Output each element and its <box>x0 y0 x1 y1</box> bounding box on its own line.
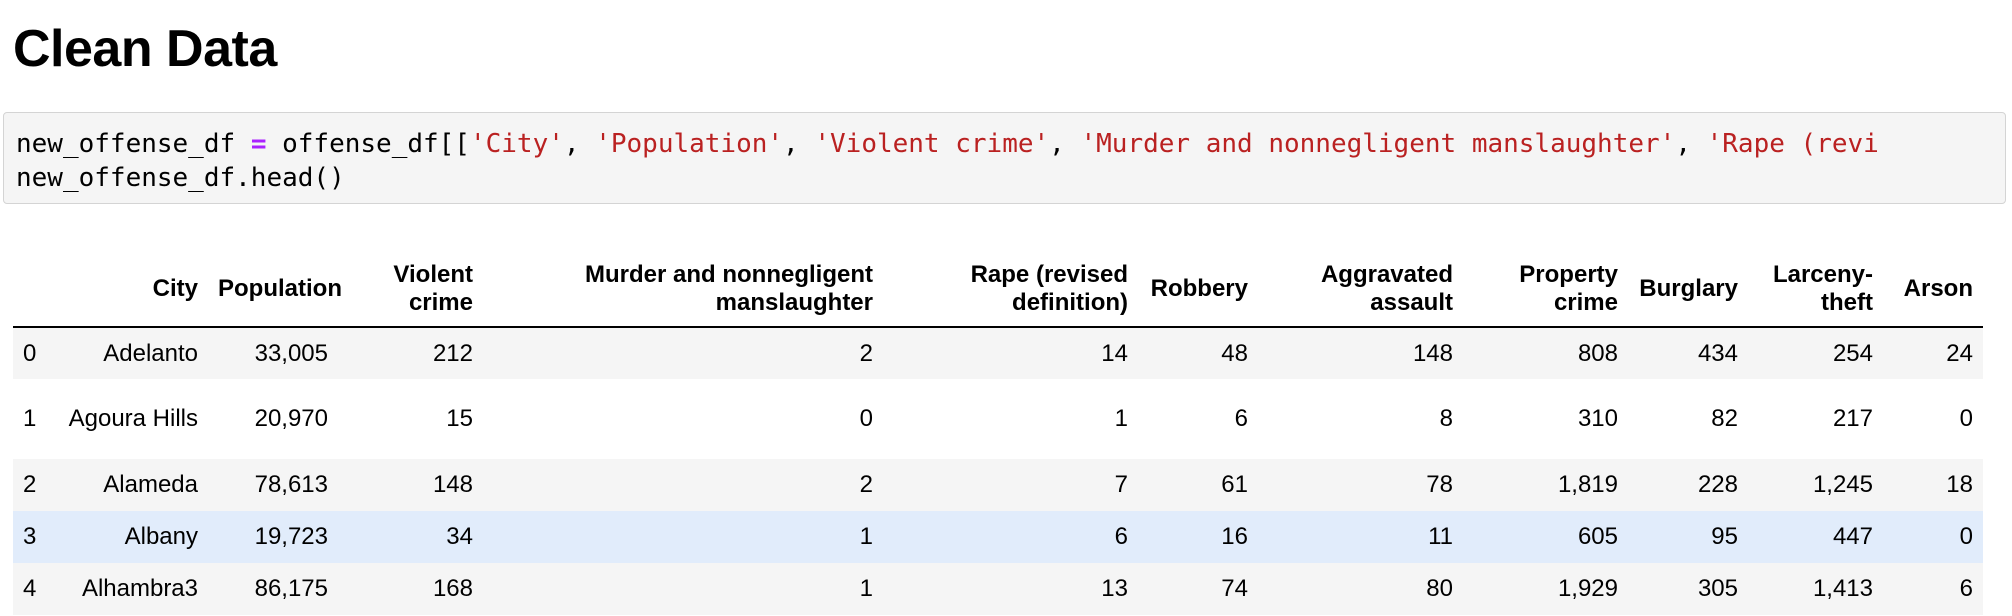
row-index: 4 <box>23 575 37 602</box>
cell-violent-crime: 15 <box>446 405 473 432</box>
code-line-1: new_offense_df = offense_df[['City', 'Po… <box>16 127 1879 161</box>
cell-rape: 1 <box>1114 405 1128 432</box>
cell-murder: 2 <box>859 471 873 498</box>
cell-city: Agoura Hills <box>68 405 198 432</box>
code-open: offense_df[[ <box>266 129 470 159</box>
row-index: 1 <box>23 405 37 432</box>
column-header-arson: Arson <box>1883 252 1983 328</box>
cell-population: 86,175 <box>254 575 328 602</box>
cell-robbery: 74 <box>1221 575 1248 602</box>
cell-murder: 1 <box>859 523 873 550</box>
cell-violent-crime: 148 <box>432 471 473 498</box>
cell-burglary: 305 <box>1697 575 1738 602</box>
dataframe-output: City Population Violent crime Murder and… <box>13 252 1983 615</box>
cell-burglary: 434 <box>1697 339 1738 367</box>
cell-aggravated-assault: 78 <box>1426 471 1453 498</box>
table-row: 3 Albany 19,723 34 1 6 16 11 605 95 447 … <box>13 511 1983 563</box>
column-header-index <box>13 252 53 328</box>
cell-arson: 24 <box>1946 339 1973 367</box>
cell-property-crime: 605 <box>1577 523 1618 550</box>
column-header-aggravated-assault: Aggravated assault <box>1258 252 1463 328</box>
cell-violent-crime: 212 <box>432 339 473 367</box>
cell-larceny-theft: 1,245 <box>1812 471 1873 498</box>
table-row: 2 Alameda 78,613 148 2 7 61 78 1,819 228… <box>13 459 1983 511</box>
cell-rape: 6 <box>1114 523 1128 550</box>
code-line-2: new_offense_df.head() <box>16 163 345 193</box>
cell-larceny-theft: 217 <box>1832 405 1873 432</box>
cell-robbery: 61 <box>1221 471 1248 498</box>
column-header-burglary: Burglary <box>1628 252 1748 328</box>
code-string-rape: 'Rape (revi <box>1706 129 1879 159</box>
code-string-violent-crime: 'Violent crime' <box>814 129 1050 159</box>
cell-arson: 0 <box>1959 405 1973 432</box>
cell-larceny-theft: 447 <box>1832 523 1873 550</box>
cell-robbery: 48 <box>1221 339 1248 367</box>
cell-property-crime: 808 <box>1577 339 1618 367</box>
column-header-murder: Murder and nonnegligent manslaughter <box>483 252 883 328</box>
cell-city: Adelanto <box>103 339 198 367</box>
code-comma: , <box>1675 129 1707 159</box>
column-header-robbery: Robbery <box>1138 252 1258 328</box>
cell-violent-crime: 168 <box>432 575 473 602</box>
cell-robbery: 6 <box>1234 405 1248 432</box>
row-index: 0 <box>23 339 37 367</box>
cell-aggravated-assault: 8 <box>1439 405 1453 432</box>
cell-larceny-theft: 254 <box>1832 339 1873 367</box>
code-var: new_offense_df <box>16 129 251 159</box>
cell-murder: 0 <box>859 405 873 432</box>
cell-population: 19,723 <box>254 523 328 550</box>
code-comma: , <box>1049 129 1081 159</box>
code-string-city: 'City' <box>469 129 564 159</box>
cell-aggravated-assault: 11 <box>1428 523 1453 550</box>
code-string-population: 'Population' <box>595 129 784 159</box>
cell-murder: 2 <box>859 339 873 367</box>
cell-population: 20,970 <box>254 405 328 432</box>
table-row: 4 Alhambra3 86,175 168 1 13 74 80 1,929 … <box>13 563 1983 615</box>
cell-arson: 0 <box>1959 523 1973 550</box>
code-operator: = <box>250 129 267 159</box>
column-header-rape: Rape (revised definition) <box>883 252 1138 328</box>
cell-violent-crime: 34 <box>446 523 473 550</box>
cell-rape: 13 <box>1101 575 1128 602</box>
cell-burglary: 82 <box>1711 405 1738 432</box>
table-row: 0 Adelanto 33,005 212 2 14 48 148 808 43… <box>13 327 1983 379</box>
column-header-population: Population <box>208 252 342 328</box>
column-header-larceny-theft: Larceny-theft <box>1748 252 1883 328</box>
cell-property-crime: 1,819 <box>1557 471 1618 498</box>
code-comma: , <box>563 129 596 159</box>
row-index: 3 <box>23 523 37 550</box>
code-cell[interactable]: new_offense_df = offense_df[['City', 'Po… <box>3 112 2006 204</box>
cell-population: 33,005 <box>254 339 328 367</box>
cell-property-crime: 310 <box>1577 405 1618 432</box>
column-header-property-crime: Property crime <box>1463 252 1628 328</box>
cell-city: Albany <box>124 523 198 550</box>
cell-property-crime: 1,929 <box>1557 575 1618 602</box>
cell-larceny-theft: 1,413 <box>1812 575 1873 602</box>
column-header-violent-crime: Violent crime <box>338 252 483 328</box>
code-string-murder: 'Murder and nonnegligent manslaughter' <box>1080 129 1676 159</box>
cell-arson: 6 <box>1959 575 1973 602</box>
cell-population: 78,613 <box>254 471 328 498</box>
cell-murder: 1 <box>859 575 873 602</box>
code-comma: , <box>783 129 815 159</box>
table-header-row: City Population Violent crime Murder and… <box>13 252 1983 328</box>
cell-rape: 7 <box>1114 471 1128 498</box>
cell-robbery: 16 <box>1221 523 1248 550</box>
cell-arson: 18 <box>1946 471 1973 498</box>
cell-aggravated-assault: 80 <box>1426 575 1453 602</box>
column-header-city: City <box>53 252 208 328</box>
cell-city: Alhambra3 <box>81 575 198 602</box>
table-row: 1 Agoura Hills 20,970 15 0 1 6 8 310 82 … <box>13 379 1983 459</box>
cell-burglary: 228 <box>1697 471 1738 498</box>
cell-rape: 14 <box>1101 339 1128 367</box>
page-title: Clean Data <box>13 20 277 78</box>
cell-burglary: 95 <box>1711 523 1738 550</box>
row-index: 2 <box>23 471 37 498</box>
cell-aggravated-assault: 148 <box>1412 339 1453 367</box>
cell-city: Alameda <box>103 471 198 498</box>
